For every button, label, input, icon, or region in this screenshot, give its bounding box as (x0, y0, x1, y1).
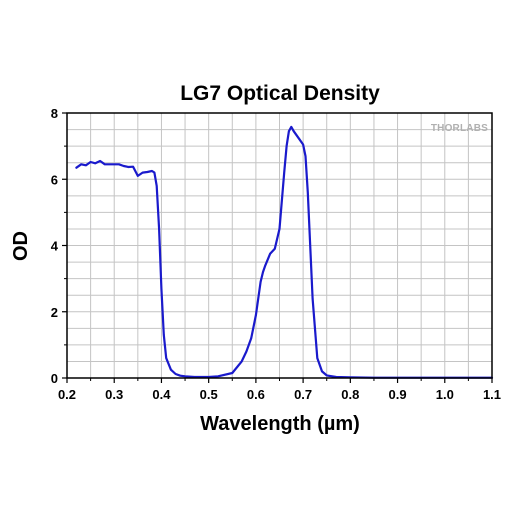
x-tick-label: 0.9 (389, 387, 407, 402)
y-tick-label: 6 (51, 172, 58, 187)
grid-lines (67, 113, 492, 378)
y-tick-label: 4 (51, 239, 59, 254)
x-tick-label: 0.3 (105, 387, 123, 402)
x-tick-label: 1.0 (436, 387, 454, 402)
x-axis-label: Wavelength (µm) (200, 413, 360, 435)
y-tick-label: 2 (51, 305, 58, 320)
x-tick-label: 0.7 (294, 387, 312, 402)
y-tick-labels: 0 2 4 6 8 (51, 106, 59, 386)
x-tick-label: 0.6 (247, 387, 265, 402)
x-tick-labels: 0.2 0.3 0.4 0.5 0.6 0.7 0.8 0.9 1.0 1.1 (58, 387, 501, 402)
x-tick-label: 0.2 (58, 387, 76, 402)
series-layer (75, 125, 494, 379)
y-tick-label: 8 (51, 106, 58, 121)
tick-marks (62, 112, 493, 383)
series-line-0 (75, 125, 494, 379)
thorlabs-watermark: THORLABS (431, 123, 488, 134)
x-tick-label: 0.8 (341, 387, 359, 402)
x-tick-label: 0.4 (152, 387, 171, 402)
x-tick-label: 0.5 (200, 387, 218, 402)
y-tick-label: 0 (51, 371, 58, 386)
x-tick-label: 1.1 (483, 387, 501, 402)
chart-title: LG7 Optical Density (180, 82, 380, 105)
y-axis-label: OD (10, 231, 32, 261)
